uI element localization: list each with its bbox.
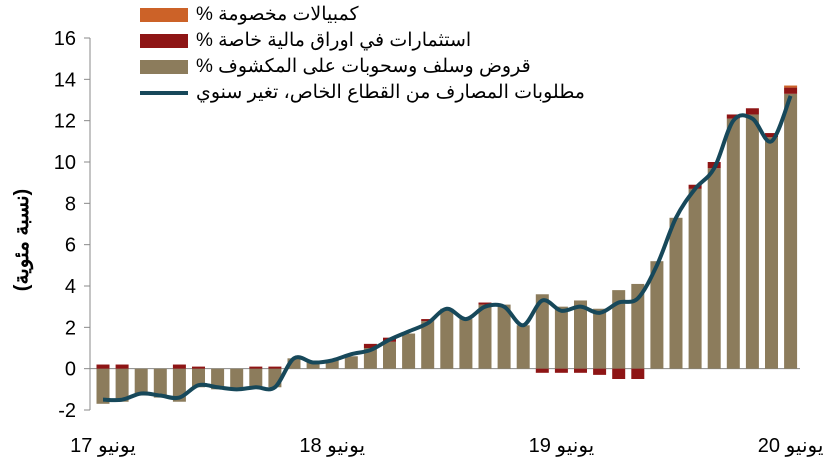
bar-segment [134,368,148,396]
y-tick-label: 4 [65,276,76,298]
bar-segment [574,300,587,369]
bar-segment [554,306,568,369]
line [102,95,793,403]
legend-swatch [140,8,188,22]
bar-segment [784,87,798,94]
legend-label: كمبيالات مخصومة % [196,4,359,25]
y-axis-label: (نسبة مئوية) [11,189,34,291]
legend-swatch [140,34,188,48]
y-tick-label: 6 [65,235,76,257]
bar-segment [612,290,626,369]
bar-segment [612,368,626,379]
bar-segment [478,302,492,305]
bar-segment [574,368,587,373]
bar-segment [440,308,454,369]
bar-segment [153,368,167,398]
bar-segment [726,118,740,369]
bar-segment [631,283,645,369]
bar-segment [745,114,759,369]
legend-label: قروض وسلف وسحوبات على المكشوف % [196,56,531,77]
bar-segment [535,294,549,369]
bar-segment [784,85,798,88]
bar-segment [383,341,396,369]
bar-segment [516,325,530,369]
bar-segment [765,137,778,369]
bar-segment [306,362,320,369]
bar-segment [268,366,282,369]
bar-segment [631,368,645,379]
y-tick-label: -2 [58,400,76,422]
bar-segment [726,114,740,119]
bar-segment [115,368,129,402]
x-tick-label: يونيو 20 [758,435,824,457]
bar-segment [784,93,798,369]
bar-segment [115,364,129,369]
y-tick-label: 0 [65,359,76,381]
bar-segment [192,366,205,369]
bar-segment [363,343,377,348]
bar-segment [211,368,225,390]
bar-segment [765,133,778,138]
bar-segment [249,368,263,388]
y-tick-label: 8 [65,193,76,215]
bar-segment [497,304,511,369]
bar-segment [363,348,377,369]
bar-segment [96,364,110,369]
bar-segment [535,368,549,373]
legend-swatch [140,91,188,95]
bar-segment [688,188,702,369]
bar-segment [669,217,683,369]
x-tick-label: يونيو 17 [70,435,136,457]
bar-segment [249,366,263,369]
bar-segment [230,368,244,390]
x-tick-label: يونيو 19 [529,435,595,457]
legend-swatch [140,60,188,74]
y-tick-label: 12 [54,111,76,133]
y-tick-label: 14 [54,69,76,91]
y-tick-label: 16 [54,28,76,50]
bar-segment [402,333,416,369]
legend-label: مطلوبات المصارف من القطاع الخاص، تغير سن… [196,82,585,103]
bar-segment [650,261,664,369]
legend-label: استثمارات في اوراق مالية خاصة % [196,30,472,51]
bar-segment [554,368,568,373]
y-tick-label: 2 [65,317,76,339]
bar-segment [593,368,607,375]
y-tick-label: 10 [54,152,76,174]
bar-segment [459,319,473,369]
bar-segment [478,304,492,369]
bar-segment [421,321,435,369]
bar-segment [172,364,186,369]
bar-segment [172,368,186,402]
bar-segment [325,360,339,369]
bar-segment [96,368,110,404]
bar-segment [192,368,205,388]
bar-segment [593,308,607,369]
bar-segment [745,108,759,115]
x-tick-label: يونيو 18 [299,435,365,457]
bar-segment [707,168,721,369]
bar-segment [344,356,358,369]
bar-segment [287,358,301,369]
bar-segment [421,319,435,322]
